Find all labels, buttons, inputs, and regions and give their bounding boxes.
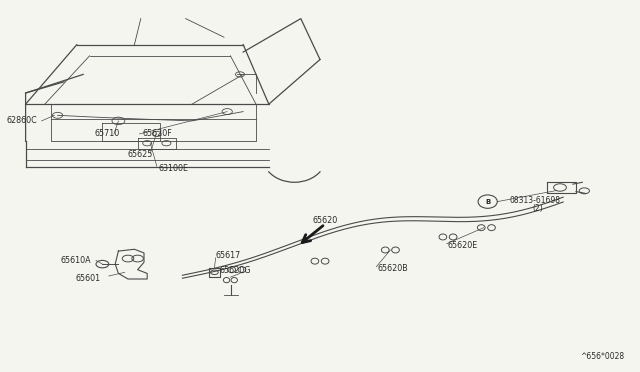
Text: 62860C: 62860C (6, 116, 37, 125)
Text: 65710: 65710 (95, 129, 120, 138)
Text: 65620E: 65620E (448, 241, 478, 250)
Text: B: B (485, 199, 490, 205)
Text: 65620F: 65620F (142, 129, 172, 138)
Text: 65625: 65625 (128, 150, 154, 159)
Text: 65620B: 65620B (378, 264, 408, 273)
Text: 65610A: 65610A (61, 256, 92, 265)
Text: 65620: 65620 (312, 216, 337, 225)
Text: 65617: 65617 (216, 251, 241, 260)
Text: 08313-61698: 08313-61698 (509, 196, 561, 205)
Text: 63100E: 63100E (159, 164, 189, 173)
Text: ^656*0028: ^656*0028 (580, 352, 624, 361)
Text: (2): (2) (532, 204, 543, 213)
Text: 65601: 65601 (76, 274, 100, 283)
Text: 65620G: 65620G (220, 266, 251, 275)
